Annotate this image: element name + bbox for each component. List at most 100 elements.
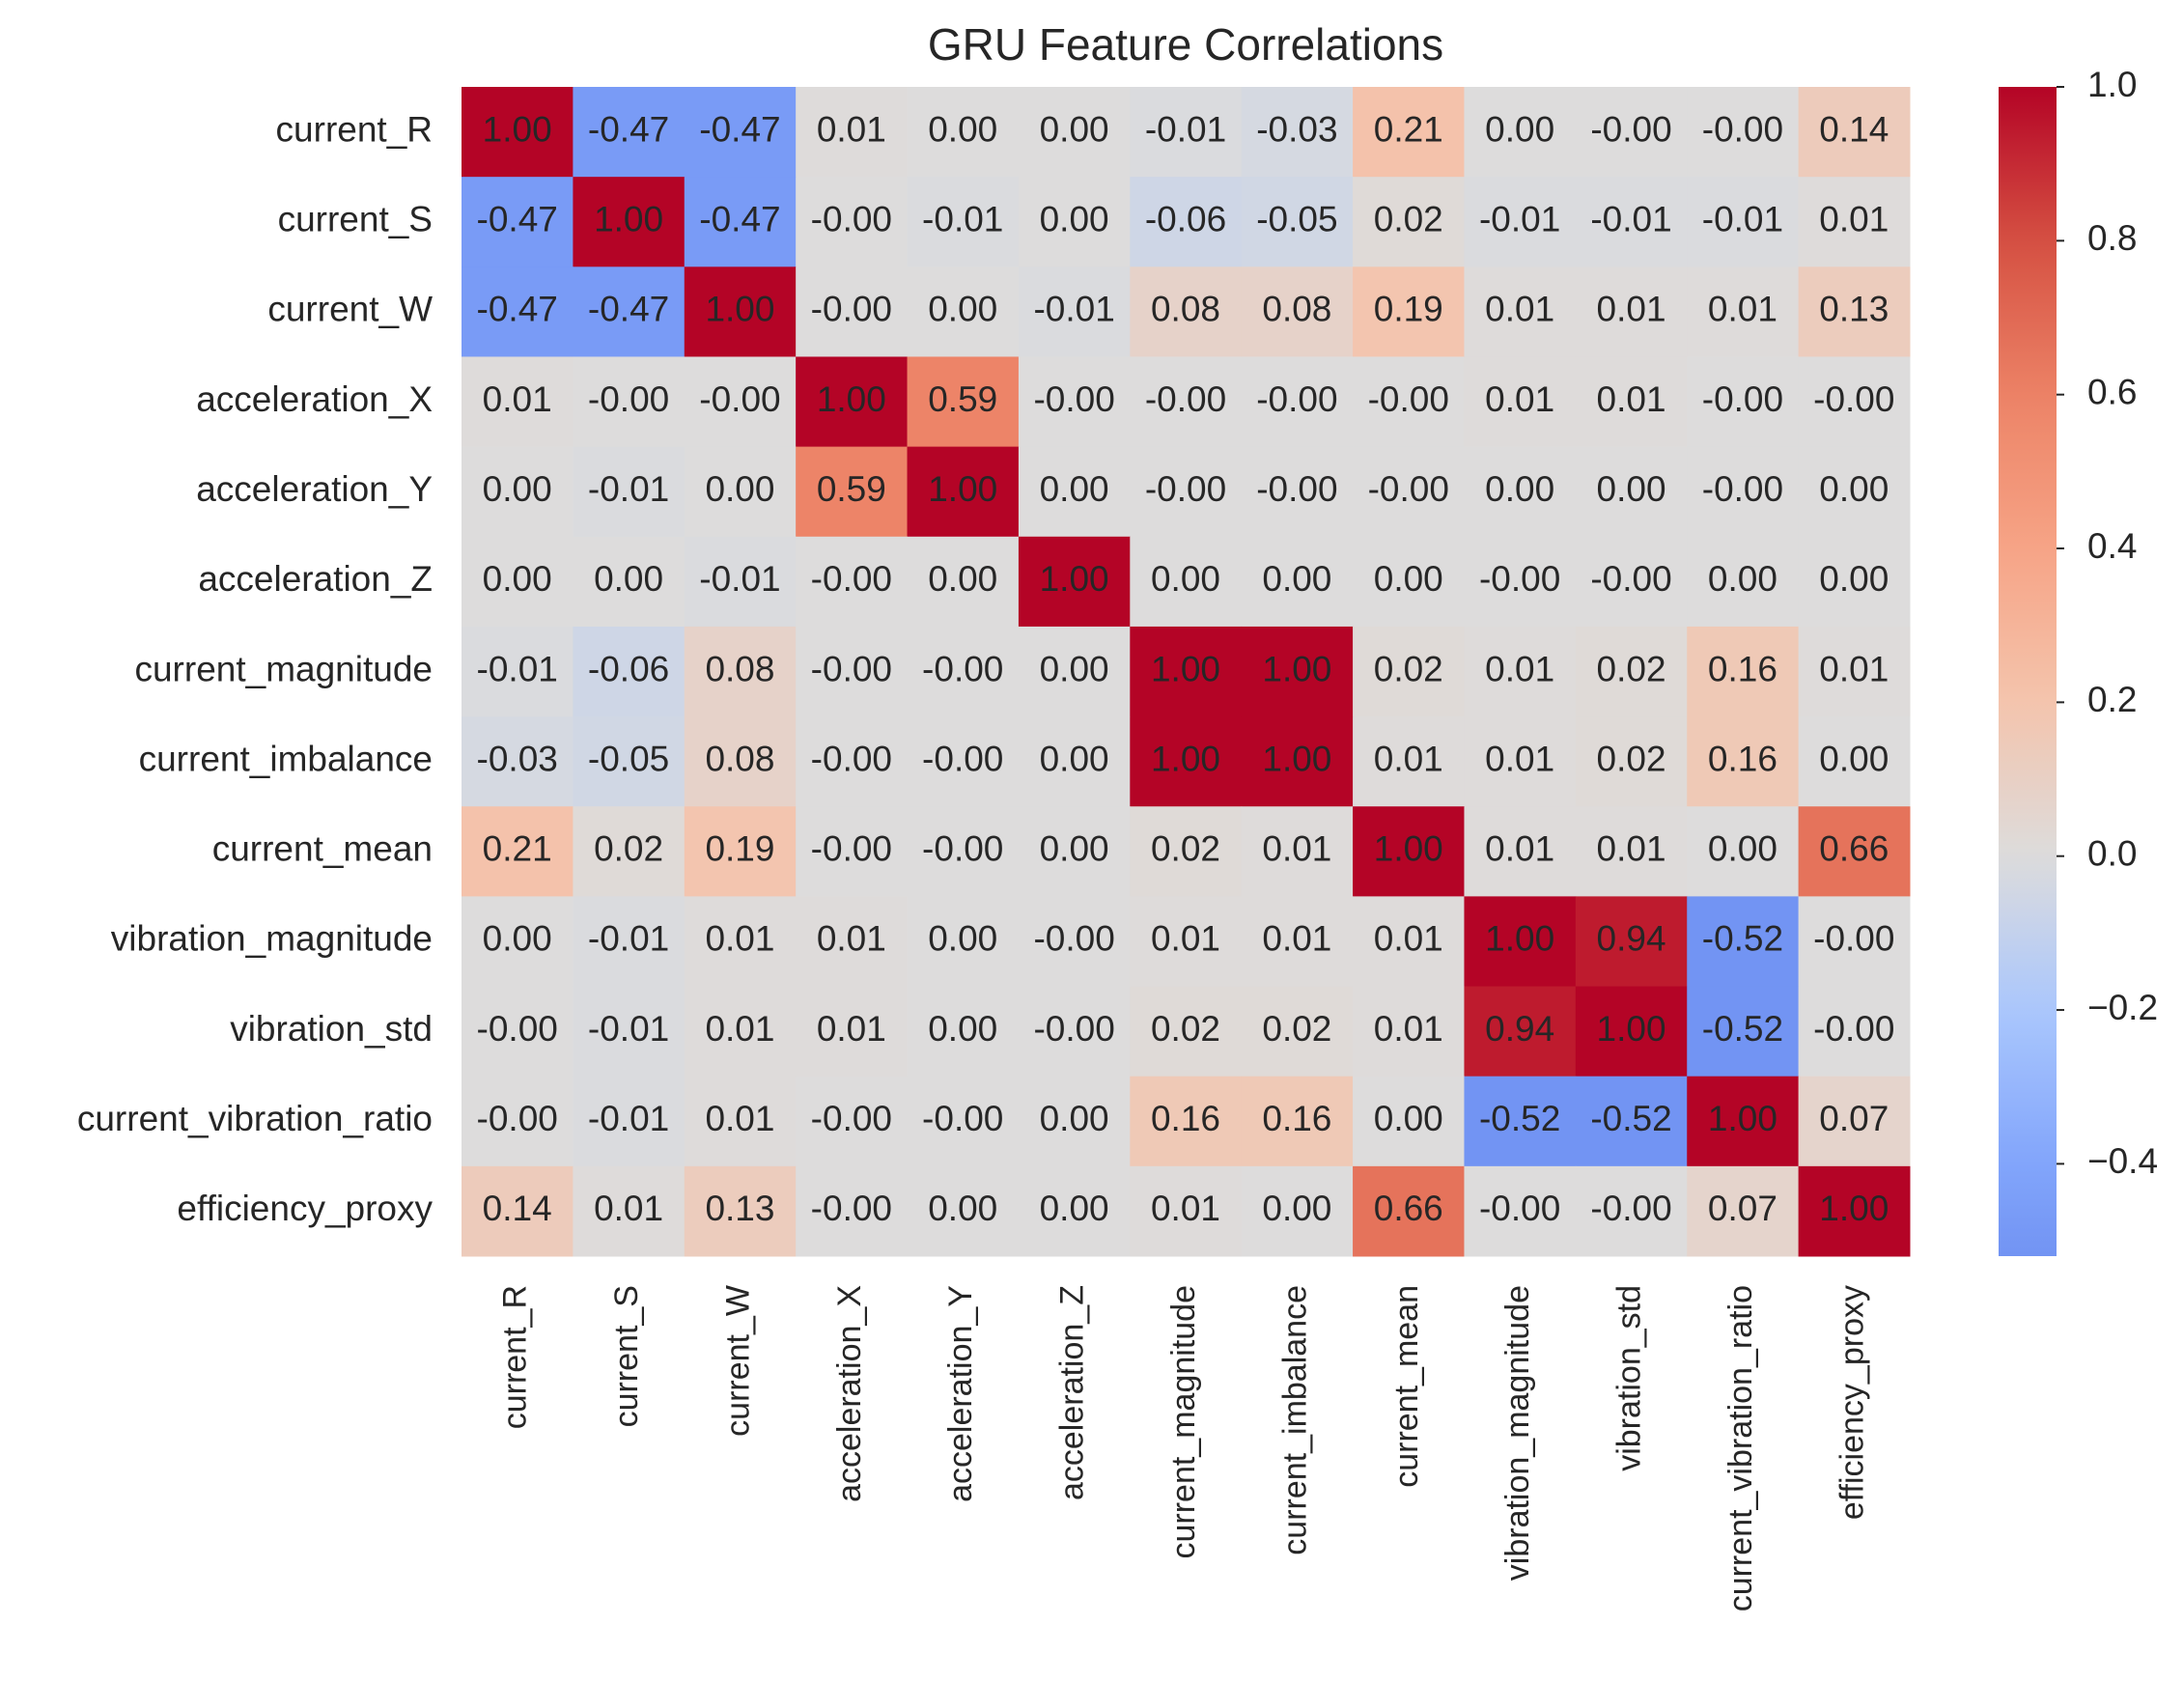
cell-label: 0.00: [1374, 559, 1443, 599]
heatmap-cell: [796, 87, 909, 178]
cell-label: -0.00: [1368, 379, 1449, 419]
colorbar-tick-label: 0.2: [2087, 680, 2137, 719]
cell-label: 0.02: [1374, 649, 1443, 688]
cell-label: -0.47: [699, 109, 780, 149]
heatmap-cell: [684, 87, 797, 178]
heatmap-cell: [1798, 896, 1911, 988]
heatmap-cell: [573, 716, 686, 807]
cell-label: 0.00: [1262, 1189, 1331, 1228]
heatmap-cell: [907, 1165, 1020, 1257]
heatmap-cell: [907, 356, 1020, 448]
cell-label: 0.00: [928, 919, 997, 959]
cell-label: 0.01: [1262, 829, 1331, 869]
cell-label: -0.01: [1145, 109, 1226, 149]
heatmap-cell: [1018, 536, 1131, 628]
cell-label: 1.00: [1374, 829, 1443, 869]
cell-label: -0.01: [588, 1099, 669, 1138]
heatmap-cell: [1241, 626, 1354, 717]
cell-label: 0.00: [483, 919, 552, 959]
cell-label: 0.14: [483, 1189, 552, 1228]
heatmap-cell: [1241, 536, 1354, 628]
cell-label: 1.00: [483, 109, 552, 149]
y-tick-label: current_magnitude: [134, 649, 433, 688]
cell-label: 0.00: [1708, 829, 1777, 869]
x-tick-label: vibration_std: [1611, 1285, 1648, 1471]
cell-label: -0.01: [588, 469, 669, 509]
cell-label: 0.00: [1040, 1189, 1109, 1228]
cell-label: -0.00: [1813, 1009, 1894, 1049]
heatmap-cell: [796, 806, 909, 897]
colorbar: [1999, 87, 2057, 1256]
cell-label: 0.00: [594, 559, 663, 599]
cell-label: 1.00: [1597, 1009, 1666, 1049]
y-tick-label: acceleration_Y: [196, 469, 433, 509]
heatmap-cell: [907, 716, 1020, 807]
cell-label: 0.01: [1597, 379, 1666, 419]
cell-label: 0.00: [1040, 739, 1109, 778]
cell-label: -0.00: [1479, 1189, 1560, 1228]
x-tick-label: efficiency_proxy: [1833, 1285, 1870, 1520]
heatmap-cell: [1018, 356, 1131, 448]
heatmap-cell: [1241, 986, 1354, 1078]
cell-label: 0.13: [1819, 290, 1889, 329]
cell-label: 0.02: [1151, 829, 1220, 869]
cell-label: -0.00: [1590, 1189, 1671, 1228]
heatmap-cell: [1687, 1076, 1800, 1167]
heatmap-cell: [462, 266, 574, 357]
colorbar-tick-label: 1.0: [2087, 65, 2137, 104]
heatmap-cell: [1241, 177, 1354, 267]
cell-label: 0.00: [1485, 109, 1554, 149]
heatmap-cell: [1018, 896, 1131, 988]
cell-label: -0.00: [922, 739, 1003, 778]
cell-label: 0.01: [705, 919, 774, 959]
cell-label: 1.00: [594, 200, 663, 239]
cell-label: 0.01: [1151, 1189, 1220, 1228]
cell-label: 0.13: [705, 1189, 774, 1228]
cell-label: -0.05: [588, 739, 669, 778]
cell-label: 1.00: [1485, 919, 1554, 959]
heatmap-cell: [462, 87, 574, 178]
cell-label: -0.01: [477, 649, 558, 688]
heatmap-cell: [796, 1165, 909, 1257]
y-tick-label: efficiency_proxy: [177, 1189, 433, 1228]
cell-label: 0.00: [1040, 649, 1109, 688]
heatmap-cell: [1018, 1165, 1131, 1257]
cell-label: -0.00: [811, 649, 892, 688]
cell-label: 0.02: [1597, 649, 1666, 688]
cell-label: 1.00: [1262, 649, 1331, 688]
heatmap-cell: [1353, 1165, 1465, 1257]
cell-label: 0.01: [1819, 649, 1889, 688]
colorbar-tick-label: 0.4: [2087, 526, 2137, 566]
cell-label: -0.47: [477, 290, 558, 329]
heatmap-cell: [1575, 1076, 1688, 1167]
heatmap-cell: [1241, 806, 1354, 897]
cell-label: -0.52: [1702, 919, 1783, 959]
heatmap-cell: [796, 266, 909, 357]
heatmap-cell: [1464, 1165, 1577, 1257]
heatmap-cell: [1687, 626, 1800, 717]
heatmap-cell: [573, 1076, 686, 1167]
cell-label: 0.02: [1262, 1009, 1331, 1049]
cell-label: 1.00: [1262, 739, 1331, 778]
heatmap-cell: [1798, 1165, 1911, 1257]
y-tick-label: current_mean: [212, 829, 433, 869]
cell-label: 0.00: [1819, 559, 1889, 599]
heatmap-cell: [1575, 266, 1688, 357]
cell-label: 0.00: [928, 1189, 997, 1228]
cell-label: -0.47: [477, 200, 558, 239]
cell-label: 1.00: [928, 469, 997, 509]
cell-label: 0.00: [483, 559, 552, 599]
heatmap-cell: [1687, 177, 1800, 267]
heatmap-cell: [907, 536, 1020, 628]
colorbar-tick-label: −0.4: [2087, 1141, 2158, 1181]
cell-label: 0.01: [705, 1009, 774, 1049]
y-tick-label: vibration_magnitude: [111, 919, 433, 959]
heatmap-cell: [684, 446, 797, 538]
heatmap-cell: [1130, 986, 1243, 1078]
heatmap-cell: [1464, 1076, 1577, 1167]
x-tick-label: current_mean: [1388, 1285, 1425, 1488]
heatmap-cell: [1464, 986, 1577, 1078]
heatmap-cell: [1241, 446, 1354, 538]
heatmap-cell: [907, 87, 1020, 178]
heatmap-cell: [684, 536, 797, 628]
